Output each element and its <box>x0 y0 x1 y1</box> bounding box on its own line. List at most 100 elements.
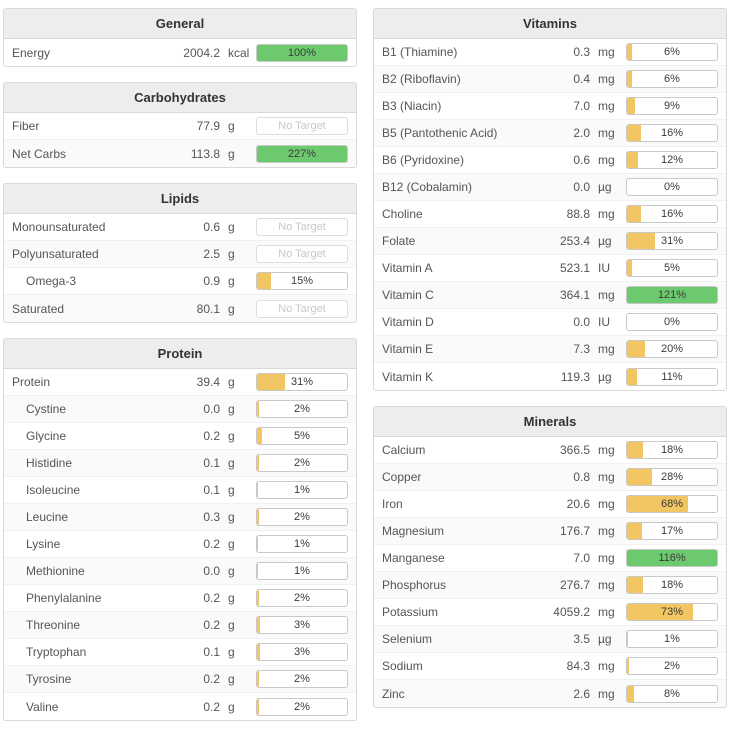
nutrient-label: Leucine <box>26 510 69 524</box>
progress-fill <box>627 442 644 458</box>
progress-percent: 2% <box>294 457 310 469</box>
nutrient-label: Protein <box>12 375 51 389</box>
nutrient-label: Omega-3 <box>26 274 77 288</box>
progress-bar: 2% <box>256 508 348 526</box>
nutrient-unit: g <box>228 146 235 161</box>
nutrient-label: Phosphorus <box>382 578 447 592</box>
nutrient-row-net-carbs: Net Carbs 113.8 g 227% <box>4 140 356 167</box>
progress-fill <box>627 152 638 168</box>
nutrient-row-phenylalanine: Phenylalanine 0.2 g 2% <box>4 585 356 612</box>
progress-percent: 6% <box>664 73 680 85</box>
progress-bar: 2% <box>626 657 718 675</box>
nutrient-unit: µg <box>598 180 612 194</box>
nutrient-value: 0.2 <box>203 537 220 551</box>
progress-fill <box>627 341 645 357</box>
progress-percent: 1% <box>294 484 310 496</box>
panel-carbohydrates: Carbohydrates Fiber 77.9 g No Target Net Carb… <box>3 82 357 168</box>
progress-percent: 2% <box>294 511 310 523</box>
panel-title-vitamins: Vitamins <box>374 9 726 39</box>
progress-bar: 18% <box>626 441 718 459</box>
progress-percent: 3% <box>294 619 310 631</box>
progress-fill <box>257 644 260 660</box>
progress-bar: 11% <box>626 367 718 386</box>
progress-percent: 6% <box>664 46 680 58</box>
progress-percent: 18% <box>660 579 684 591</box>
progress-percent: 2% <box>294 592 310 604</box>
progress-fill <box>257 44 347 61</box>
nutrient-value: 7.0 <box>573 551 590 565</box>
nutrient-unit: g <box>228 274 235 288</box>
progress-percent: 16% <box>660 127 684 139</box>
nutrient-unit: g <box>228 564 235 578</box>
progress-bar: 2% <box>256 697 348 716</box>
progress-bar: 0% <box>626 178 718 196</box>
progress-bar: 73% <box>626 603 718 621</box>
nutrient-unit: mg <box>598 443 615 457</box>
nutrient-row-tyrosine: Tyrosine 0.2 g 2% <box>4 666 356 693</box>
progress-bar: 1% <box>256 535 348 553</box>
nutrient-unit: mg <box>598 578 615 592</box>
progress-percent: 0% <box>664 316 680 328</box>
progress-percent: 3% <box>294 646 310 658</box>
nutrient-unit: g <box>228 645 235 659</box>
nutrient-row-vitamin-c: Vitamin C 364.1 mg 121% <box>374 282 726 309</box>
nutrient-label: B2 (Riboflavin) <box>382 72 461 86</box>
nutrient-value: 2004.2 <box>183 45 220 60</box>
progress-bar: 6% <box>626 70 718 88</box>
nutrient-value: 0.4 <box>573 72 590 86</box>
nutrient-value: 176.7 <box>559 524 590 538</box>
progress-bar: 16% <box>626 205 718 223</box>
nutrient-value: 0.0 <box>203 402 220 416</box>
nutrient-value: 0.0 <box>573 180 590 194</box>
nutrient-label: Manganese <box>382 551 445 565</box>
nutrient-value: 0.8 <box>573 470 590 484</box>
progress-percent: 2% <box>294 673 310 685</box>
nutrient-row-zinc: Zinc 2.6 mg 8% <box>374 680 726 707</box>
progress-fill <box>257 401 259 417</box>
nutrient-value: 119.3 <box>560 369 590 384</box>
progress-fill <box>257 590 259 606</box>
nutrient-unit: µg <box>598 632 612 646</box>
progress-percent: 28% <box>660 471 684 483</box>
progress-fill <box>257 145 347 162</box>
panel-minerals: Minerals Calcium 366.5 mg 18% Copper 0.8 mg 28% I… <box>373 406 727 708</box>
nutrient-row-sodium: Sodium 84.3 mg 2% <box>374 653 726 680</box>
progress-percent: 1% <box>294 565 310 577</box>
nutrient-unit: mg <box>598 342 615 356</box>
progress-fill <box>627 523 643 539</box>
progress-bar: 5% <box>256 427 348 445</box>
nutrient-unit: g <box>228 699 235 714</box>
nutrient-label: Histidine <box>26 456 73 470</box>
nutrient-row-b12-cobalamin: B12 (Cobalamin) 0.0 µg 0% <box>374 174 726 201</box>
nutrient-row-selenium: Selenium 3.5 µg 1% <box>374 626 726 653</box>
nutrient-unit: g <box>228 483 235 497</box>
nutrient-label: Energy <box>12 45 51 60</box>
progress-bar: 0% <box>626 313 718 331</box>
nutrient-value: 0.6 <box>573 153 590 167</box>
panel-protein: Protein Protein 39.4 g 31% Cystine 0.0 g 2% Glyci… <box>3 338 357 721</box>
progress-fill <box>627 287 717 303</box>
progress-fill <box>257 563 258 579</box>
progress-percent: 2% <box>664 660 680 672</box>
nutrient-label: Choline <box>382 207 423 221</box>
progress-fill <box>257 428 262 444</box>
no-target-bar: No Target <box>256 299 348 318</box>
nutrient-value: 276.7 <box>559 578 590 592</box>
nutrient-row-isoleucine: Isoleucine 0.1 g 1% <box>4 477 356 504</box>
progress-bar: 6% <box>626 43 718 61</box>
nutrient-label: Vitamin D <box>382 315 434 329</box>
nutrient-unit: g <box>228 672 235 686</box>
progress-percent: 2% <box>294 403 310 415</box>
nutrient-value: 523.1 <box>559 261 590 275</box>
progress-fill <box>627 577 644 593</box>
progress-bar: 116% <box>626 549 718 567</box>
nutrient-value: 366.5 <box>559 443 590 457</box>
nutrient-unit: IU <box>598 315 610 329</box>
progress-bar: 31% <box>256 373 348 391</box>
progress-fill <box>257 617 260 633</box>
nutrient-unit: mg <box>598 207 615 221</box>
progress-fill <box>627 550 717 566</box>
nutrient-row-valine: Valine 0.2 g 2% <box>4 693 356 720</box>
nutrient-value: 0.1 <box>203 483 220 497</box>
